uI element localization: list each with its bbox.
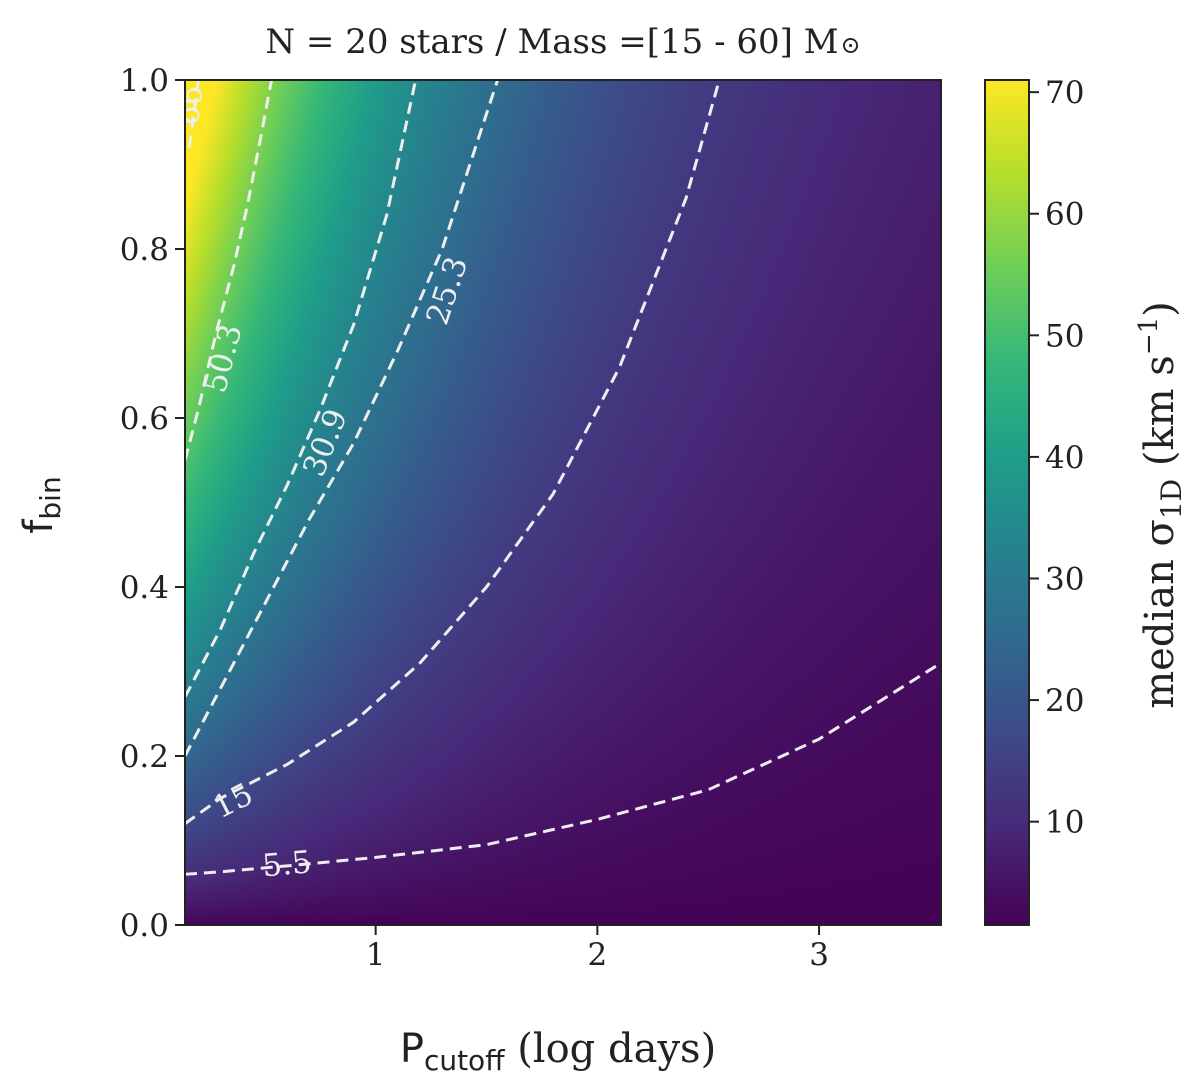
y-tick-label: 0.6 [120, 401, 169, 437]
x-tick-label: 3 [809, 937, 829, 973]
colorbar-tick-label: 40 [1045, 440, 1084, 476]
contour-line-5-5 [185, 661, 941, 876]
y-tick-label: 0.2 [120, 739, 169, 775]
colorbar-tick-label: 20 [1045, 683, 1084, 719]
colorbar-tick-label: 10 [1045, 805, 1084, 841]
contour-line-15 [185, 80, 721, 825]
colorbar-tick-label: 70 [1045, 75, 1084, 111]
contour-line-50-3 [185, 80, 273, 461]
chart-title: N = 20 stars / Mass =[15 - 60] M⊙ [265, 22, 860, 62]
contour-label-66: 66 [170, 83, 211, 127]
colorbar-ticks: 10 20 30 40 50 60 70 [1029, 75, 1084, 841]
y-axis-ticks: 0.0 0.2 0.4 0.6 0.8 1.0 [120, 63, 185, 944]
x-tick-label: 1 [366, 937, 386, 973]
y-tick-label: 0.0 [120, 908, 169, 944]
x-tick-label: 2 [587, 937, 607, 973]
heatmap-canvas [185, 80, 941, 925]
colorbar-tick-label: 30 [1045, 561, 1084, 597]
contour-line-30-9 [185, 80, 418, 698]
y-tick-label: 0.4 [120, 570, 169, 606]
colorbar-tick-label: 50 [1045, 318, 1084, 354]
colorbar [984, 79, 1030, 926]
plot-frame [184, 79, 942, 926]
y-axis-label: fbin [16, 476, 67, 533]
y-tick-label: 0.8 [120, 232, 169, 268]
y-tick-label: 1.0 [120, 63, 169, 99]
x-axis-label: Pcutoff (log days) [400, 1026, 716, 1077]
x-axis-ticks: 1 2 3 [366, 925, 829, 973]
contour-label-5-5: 5.5 [261, 844, 313, 884]
colorbar-label: median σ1D (km s−1) [1134, 301, 1188, 709]
contour-line-66 [187, 80, 200, 148]
colorbar-tick-label: 60 [1045, 197, 1084, 233]
